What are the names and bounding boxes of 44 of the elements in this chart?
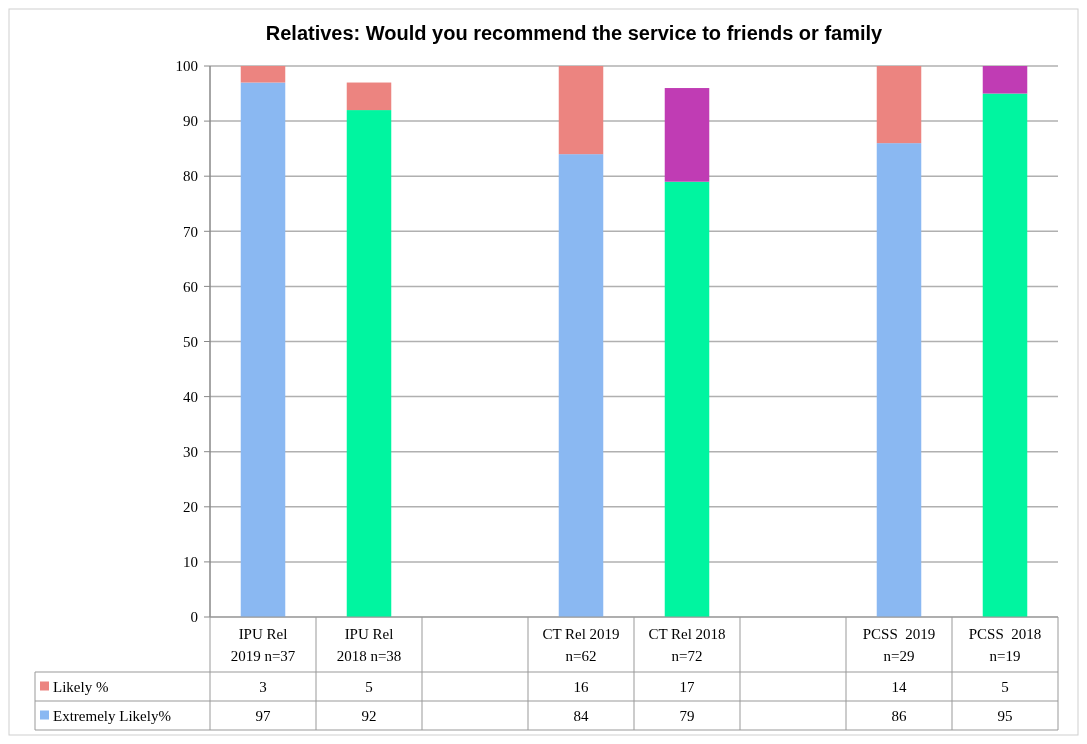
- bar: [876, 66, 922, 144]
- bar: [346, 82, 392, 111]
- bar: [240, 66, 286, 83]
- x-tick-label: IPU Rel 2019 n=37: [230, 626, 296, 664]
- bar: [982, 93, 1028, 617]
- data-label: 95: [997, 707, 1013, 724]
- data-label: 79: [679, 707, 695, 724]
- data-label: 3: [259, 678, 267, 695]
- x-tick-label: CT Rel 2019 n=62: [542, 626, 620, 664]
- y-tick-label: 60: [183, 278, 198, 295]
- x-tick-label: CT Rel 2018 n=72: [648, 626, 726, 664]
- legend-label: Likely %: [53, 678, 109, 695]
- data-label: 92: [361, 707, 377, 724]
- y-tick-label: 70: [183, 223, 198, 240]
- data-label: 86: [891, 707, 907, 724]
- y-tick-label: 90: [183, 113, 198, 130]
- y-tick-label: 50: [183, 333, 198, 350]
- data-label: 97: [255, 707, 271, 724]
- data-label: 5: [1001, 678, 1009, 695]
- data-label: 84: [573, 707, 589, 724]
- bar: [558, 66, 604, 155]
- data-label: 5: [365, 678, 373, 695]
- y-tick-label: 20: [183, 499, 198, 516]
- bar: [982, 66, 1028, 94]
- data-label: 17: [679, 678, 695, 695]
- x-tick-label: PCSS 2018 n=19: [968, 626, 1042, 664]
- y-tick-label: 0: [190, 609, 198, 626]
- legend-label: Extremely Likely%: [53, 707, 171, 724]
- y-tick-label: 80: [183, 168, 198, 185]
- bar: [876, 143, 922, 617]
- bar: [664, 181, 710, 617]
- chart-title: Relatives: Would you recommend the service to friends or family: [265, 22, 884, 44]
- bar: [240, 82, 286, 617]
- data-label: 14: [891, 678, 907, 695]
- x-tick-label: PCSS 2019 n=29: [862, 626, 936, 664]
- y-tick-label: 10: [183, 554, 198, 571]
- y-tick-label: 30: [183, 443, 198, 460]
- bar: [664, 88, 710, 182]
- y-tick-label: 100: [175, 58, 198, 75]
- x-tick-label: IPU Rel 2018 n=38: [336, 626, 402, 664]
- bar: [346, 110, 392, 617]
- y-tick-label: 40: [183, 388, 198, 405]
- data-label: 16: [573, 678, 589, 695]
- bar: [558, 154, 604, 617]
